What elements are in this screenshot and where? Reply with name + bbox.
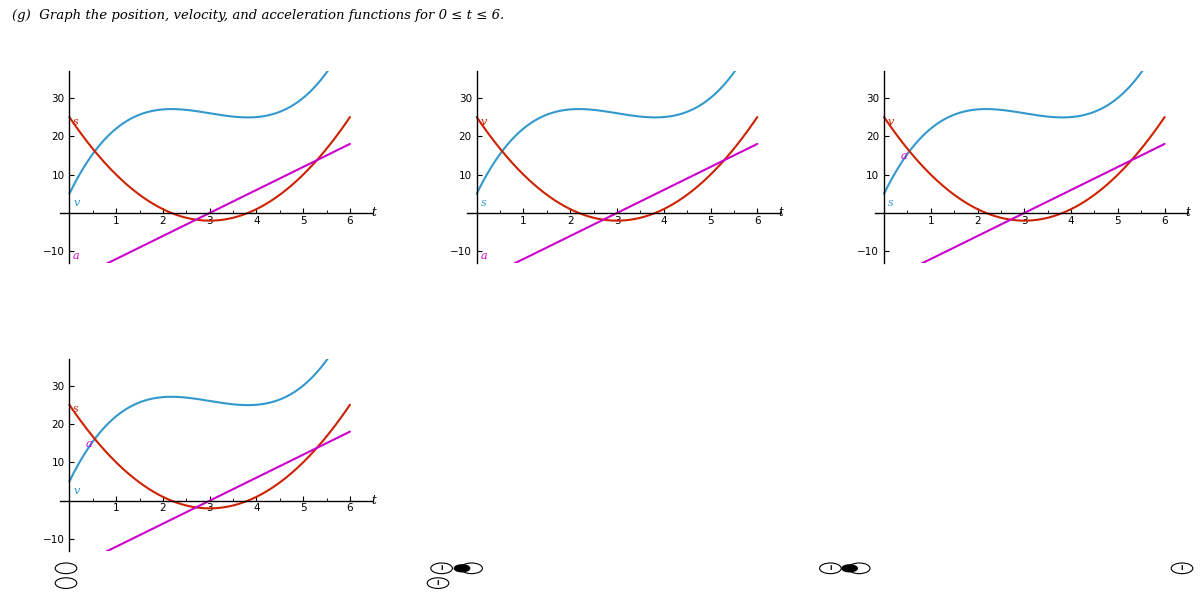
Text: i: i (1181, 565, 1183, 571)
Text: a: a (480, 251, 487, 261)
Text: v: v (888, 117, 894, 127)
Text: v: v (73, 486, 79, 496)
Text: i: i (440, 565, 443, 571)
Text: t: t (371, 494, 376, 507)
Text: v: v (73, 198, 79, 208)
Text: v: v (480, 117, 487, 127)
Text: a: a (85, 439, 92, 449)
Text: (g)  Graph the position, velocity, and acceleration functions for 0 ≤ t ≤ 6.: (g) Graph the position, velocity, and ac… (12, 9, 504, 22)
Text: i: i (437, 580, 439, 586)
Text: a: a (900, 151, 907, 161)
Text: a: a (73, 251, 79, 261)
Text: t: t (371, 207, 376, 220)
Text: s: s (888, 198, 894, 208)
Text: s: s (73, 117, 79, 127)
Text: s: s (73, 404, 79, 414)
Text: t: t (1186, 207, 1190, 220)
Text: i: i (829, 565, 832, 571)
Text: s: s (480, 198, 486, 208)
Text: t: t (779, 207, 784, 220)
